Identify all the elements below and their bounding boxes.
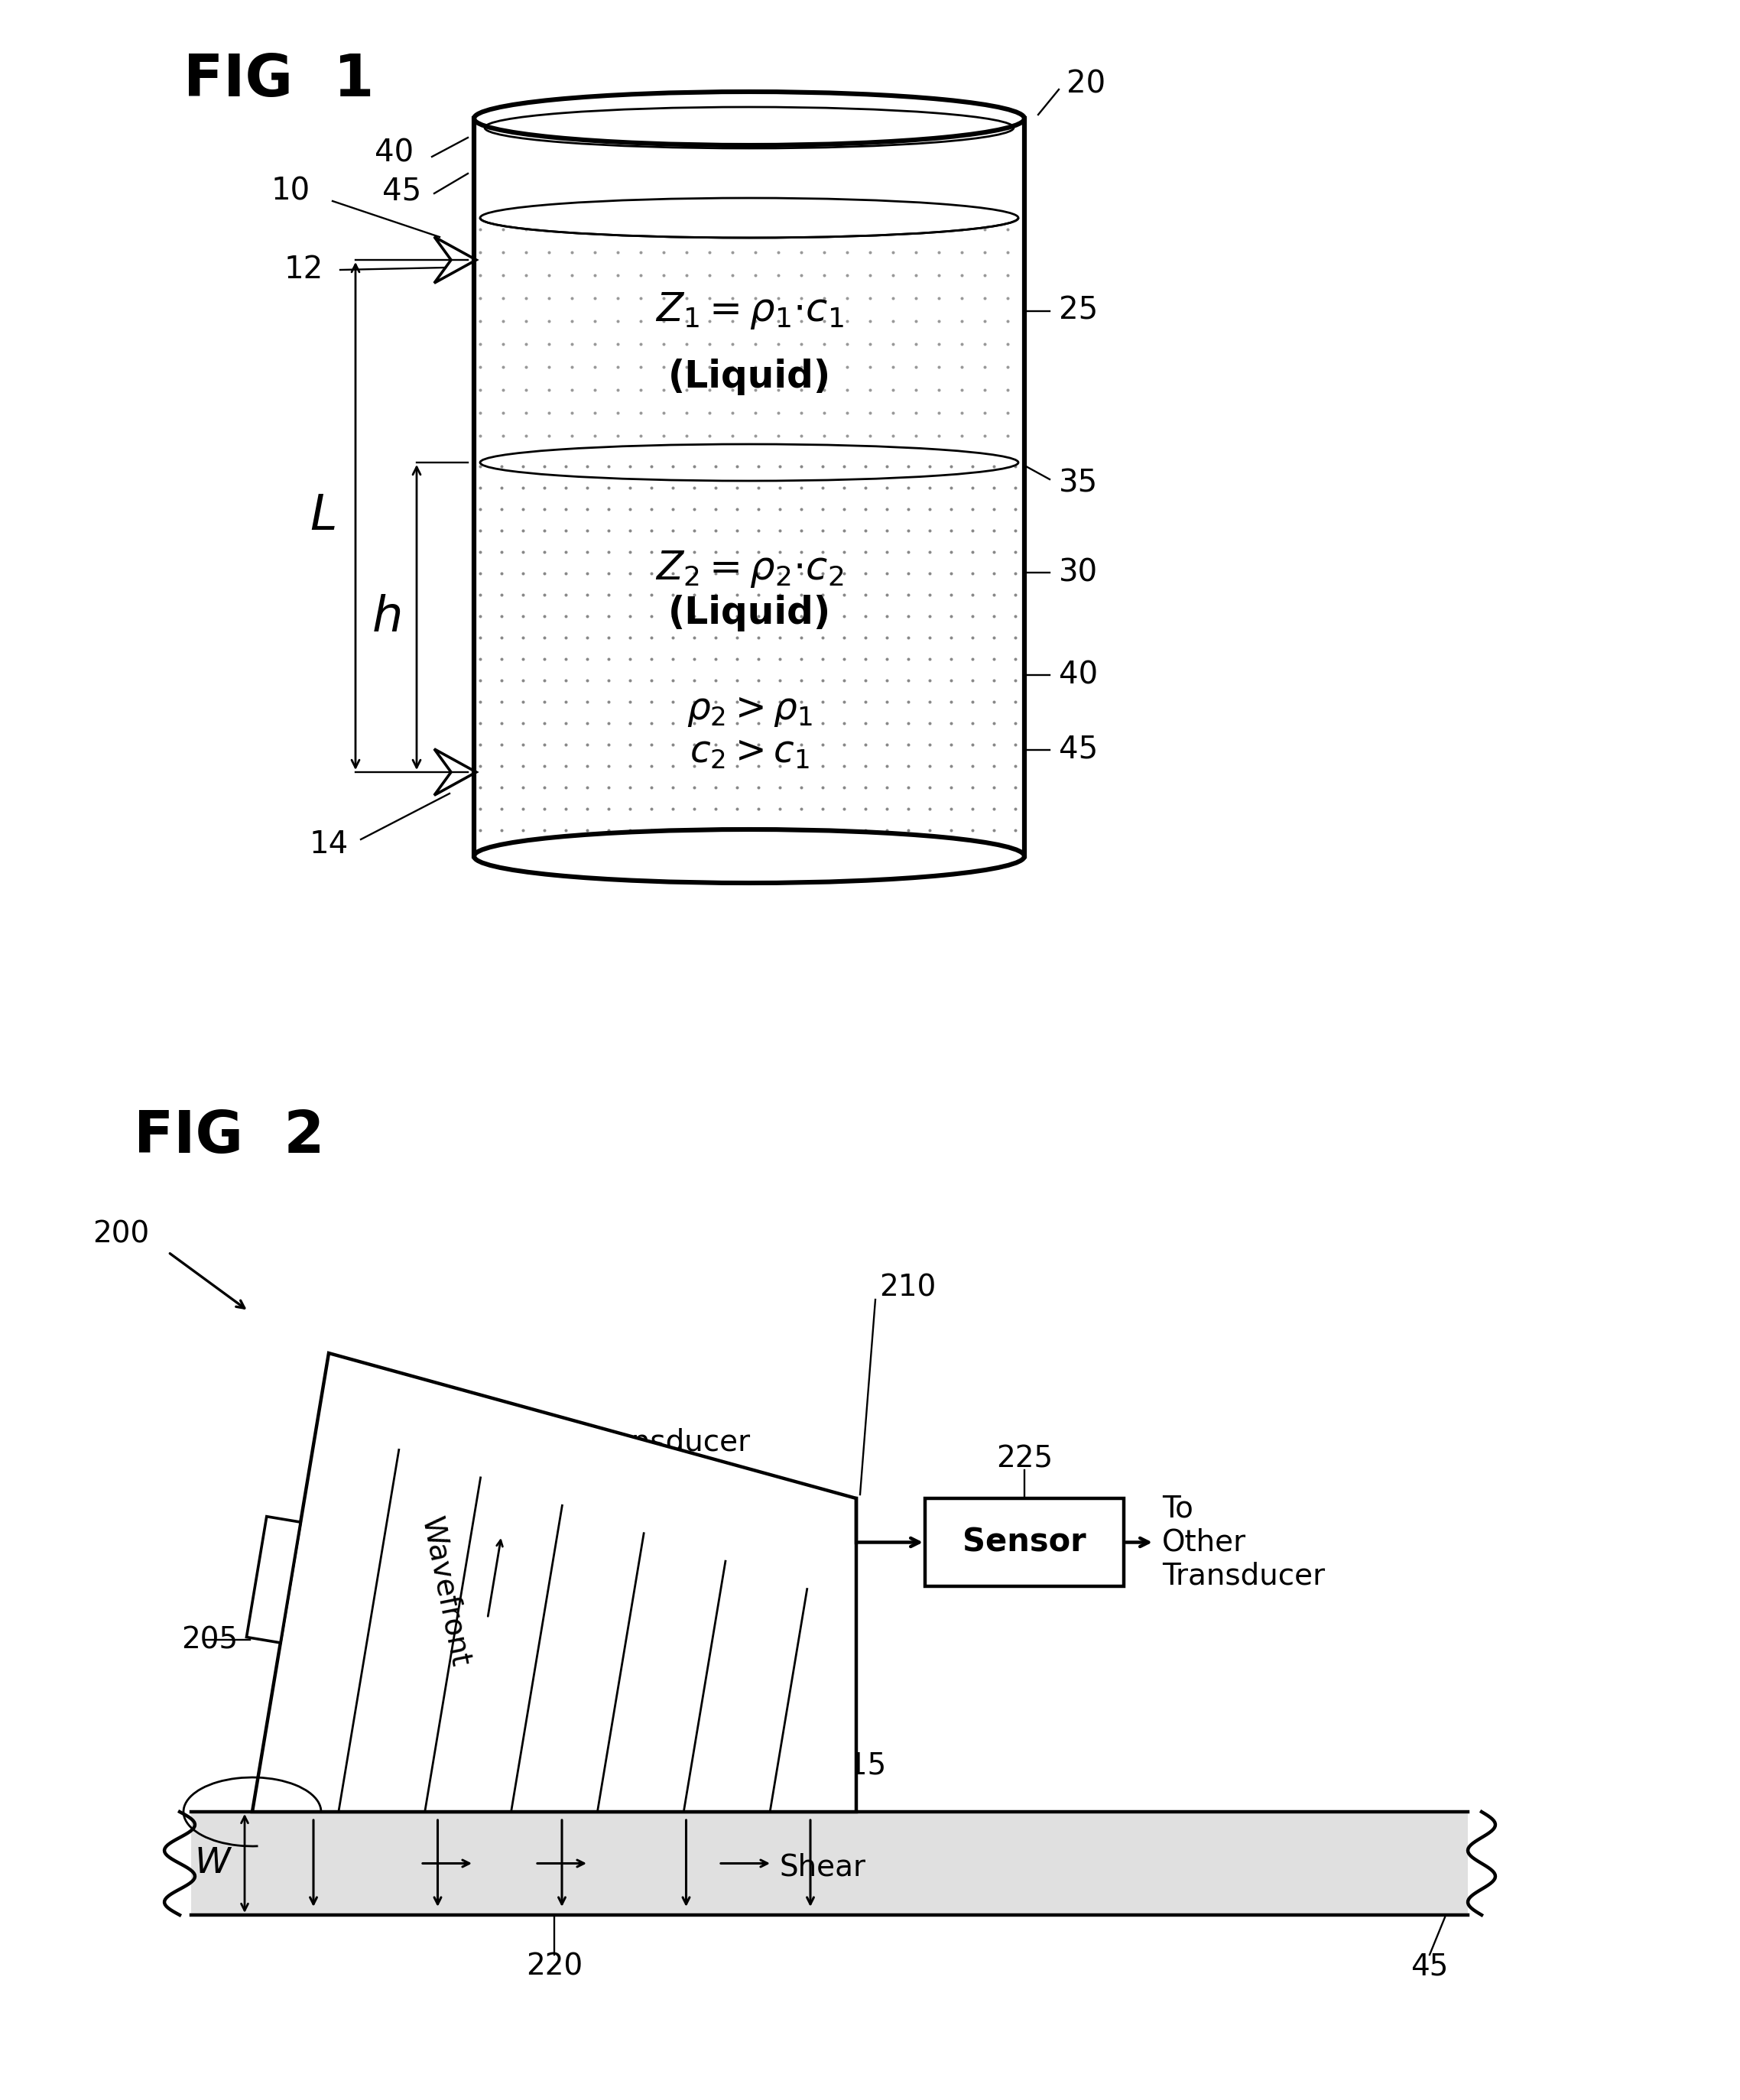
Ellipse shape [473,830,1025,882]
Text: 215: 215 [830,1751,886,1781]
Text: $c_2>c_1$: $c_2>c_1$ [689,735,809,771]
Text: Sensor: Sensor [962,1527,1086,1558]
Text: W: W [195,1846,230,1882]
Text: 20: 20 [1067,69,1105,99]
Text: 35: 35 [1060,468,1098,500]
Text: $Z_2=\rho_2{\cdot}c_2$: $Z_2=\rho_2{\cdot}c_2$ [654,548,844,590]
Bar [475,120,1023,218]
Ellipse shape [480,197,1018,237]
Text: $\rho_2>\rho_1$: $\rho_2>\rho_1$ [686,693,813,729]
Text: L: L [310,491,338,540]
Text: FIG  2: FIG 2 [134,1109,325,1166]
Text: Shear: Shear [780,1852,867,1882]
Text: 210: 210 [879,1273,936,1302]
Text: 40: 40 [1060,659,1098,691]
Text: 45: 45 [1411,1953,1448,1982]
Text: 45: 45 [1060,735,1098,764]
Text: h: h [372,594,404,641]
Text: 220: 220 [525,1953,583,1982]
Text: 10: 10 [271,176,310,206]
Text: 14: 14 [310,830,348,861]
Text: 25: 25 [1060,296,1098,326]
Text: Wavefront: Wavefront [416,1514,475,1670]
Text: (Liquid): (Liquid) [668,359,830,395]
Text: FIG  1: FIG 1 [183,52,374,109]
Text: 225: 225 [995,1445,1053,1472]
Text: 45: 45 [383,176,421,206]
Text: 200: 200 [92,1220,150,1250]
Text: $Z_1=\rho_1{\cdot}c_1$: $Z_1=\rho_1{\cdot}c_1$ [654,290,844,332]
Text: (Liquid): (Liquid) [668,594,830,632]
Text: 40: 40 [374,139,414,168]
Polygon shape [247,1516,301,1642]
Bar [191,1812,1469,1915]
Text: 12: 12 [284,254,324,286]
Text: $\alpha$: $\alpha$ [336,1754,360,1787]
Text: Transducer
Wedge: Transducer Wedge [588,1428,750,1491]
Bar [926,1499,1124,1586]
Text: 205: 205 [181,1625,238,1655]
Text: To
Other
Transducer: To Other Transducer [1162,1495,1324,1590]
Text: 30: 30 [1060,557,1098,588]
Polygon shape [252,1352,856,1812]
